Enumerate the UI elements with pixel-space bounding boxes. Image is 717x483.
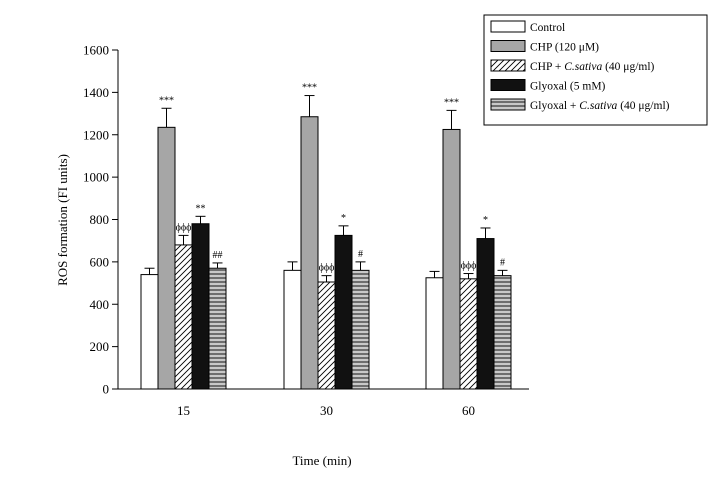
bar	[351, 269, 370, 390]
legend-label-part: (40 μg/ml)	[602, 61, 654, 73]
legend-swatch	[490, 40, 526, 52]
y-tick-label: 800	[90, 212, 110, 227]
bar	[191, 223, 210, 390]
bar-group: **	[191, 203, 210, 390]
bar-group	[140, 267, 159, 390]
legend-label-part: CHP +	[530, 61, 564, 73]
bar	[174, 244, 193, 390]
bar-group: ϕϕϕ	[174, 222, 193, 390]
legend-label: Glyoxal + C.sativa (40 μg/ml)	[530, 100, 670, 112]
legend-label: Glyoxal (5 mM)	[530, 81, 606, 93]
bar	[442, 128, 461, 390]
y-tick-label: 400	[90, 297, 110, 312]
bar	[140, 274, 159, 390]
bar	[493, 275, 512, 390]
bar	[476, 238, 495, 390]
significance-label: ***	[159, 95, 174, 106]
bar-group: *	[476, 215, 495, 390]
bar	[157, 126, 176, 390]
significance-label: #	[500, 257, 505, 268]
y-tick-label: 1000	[83, 170, 109, 185]
bar-group: ϕϕϕ	[317, 263, 336, 390]
legend-label-part: C.sativa	[579, 100, 617, 112]
bar-group: ***	[300, 83, 319, 390]
bar	[317, 281, 336, 390]
y-axis: 0 200 400 600 800 1000 1200 1400 1600	[83, 43, 119, 397]
bar	[208, 267, 227, 390]
legend-swatch	[490, 98, 526, 111]
y-ticks: 0 200 400 600 800 1000 1200 1400 1600	[83, 43, 118, 397]
x-tick-label: 30	[320, 403, 333, 418]
significance-label: ***	[302, 83, 317, 94]
legend-label-part: (40 μg/ml)	[617, 100, 669, 112]
bar-group: ***	[157, 95, 176, 390]
x-tick-label: 60	[462, 403, 475, 418]
bar-group	[425, 270, 444, 390]
legend-label-part: CHP (120 μM)	[530, 42, 599, 54]
significance-label: *	[341, 213, 346, 224]
y-tick-label: 0	[103, 382, 110, 397]
significance-label: #	[358, 249, 363, 260]
legend-item: CHP (120 μM)	[490, 40, 599, 54]
legend-label: Control	[530, 22, 565, 34]
bar-group: ***	[442, 97, 461, 390]
legend-label-part: C.sativa	[564, 61, 602, 73]
bar	[425, 277, 444, 390]
significance-label: **	[196, 203, 206, 214]
bar-group: *	[334, 213, 353, 390]
legend: Control CHP (120 μM) CHP + C.sativa (40 μg…	[483, 14, 708, 126]
legend-items: Control CHP (120 μM) CHP + C.sativa (40 μg…	[490, 20, 670, 112]
legend-item: Glyoxal + C.sativa (40 μg/ml)	[490, 98, 670, 112]
significance-label: ***	[444, 97, 459, 108]
bar-group: ϕϕϕ	[459, 261, 478, 390]
bar-group: #	[493, 257, 512, 390]
y-tick-label: 1200	[83, 127, 109, 142]
legend-swatch	[490, 59, 526, 72]
significance-label: ##	[213, 250, 223, 261]
y-tick-label: 200	[90, 339, 110, 354]
significance-label: ϕϕϕ	[176, 222, 192, 233]
y-axis-title: ROS formation (FI units)	[55, 154, 70, 286]
legend-item: Control	[490, 20, 565, 34]
legend-label-part: Control	[530, 22, 565, 34]
legend-label: CHP + C.sativa (40 μg/ml)	[530, 61, 655, 73]
x-axis: 15 30 60	[118, 388, 529, 418]
bar	[334, 234, 353, 390]
y-tick-label: 1600	[83, 43, 109, 58]
y-tick-label: 1400	[83, 85, 109, 100]
bar	[459, 278, 478, 390]
significance-label: *	[483, 215, 488, 226]
significance-label: ϕϕϕ	[319, 263, 335, 274]
legend-swatch	[490, 79, 526, 91]
legend-label-part: Glyoxal +	[530, 100, 579, 112]
x-tick-label: 15	[177, 403, 190, 418]
y-tick-label: 600	[90, 254, 110, 269]
legend-label-part: Glyoxal (5 mM)	[530, 81, 606, 93]
x-ticks: 15 30 60	[177, 403, 475, 418]
bar-group: #	[351, 249, 370, 390]
bars: *** ϕϕϕ ** ## *** ϕϕϕ * # *** ϕϕϕ * #	[140, 83, 512, 390]
bar-group: ##	[208, 250, 227, 390]
significance-label: ϕϕϕ	[461, 261, 477, 272]
bar-group	[283, 261, 302, 390]
x-axis-title: Time (min)	[292, 453, 351, 468]
legend-label: CHP (120 μM)	[530, 42, 599, 54]
legend-item: CHP + C.sativa (40 μg/ml)	[490, 59, 655, 73]
bar	[300, 116, 319, 390]
bar	[283, 269, 302, 390]
legend-item: Glyoxal (5 mM)	[490, 79, 606, 93]
legend-swatch	[490, 20, 526, 33]
